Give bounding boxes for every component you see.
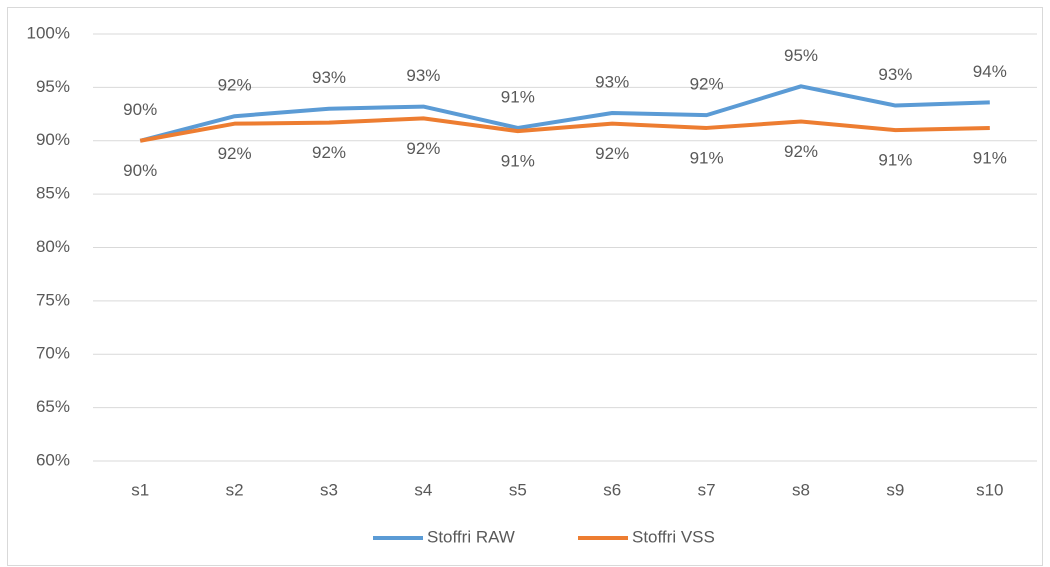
data-label: 91% bbox=[501, 87, 535, 106]
x-tick-label: s2 bbox=[226, 480, 244, 499]
legend-label: Stoffri RAW bbox=[427, 527, 515, 546]
x-tick-label: s5 bbox=[509, 480, 527, 499]
x-tick-label: s7 bbox=[698, 480, 716, 499]
legend-label: Stoffri VSS bbox=[632, 527, 715, 546]
x-tick-label: s6 bbox=[603, 480, 621, 499]
data-label: 95% bbox=[784, 46, 818, 65]
data-label: 93% bbox=[595, 72, 629, 91]
data-label: 90% bbox=[123, 100, 157, 119]
x-tick-label: s4 bbox=[414, 480, 432, 499]
x-tick-label: s3 bbox=[320, 480, 338, 499]
data-label: 92% bbox=[690, 75, 724, 94]
series-line bbox=[139, 116, 990, 143]
data-label: 91% bbox=[878, 151, 912, 170]
data-label: 94% bbox=[973, 62, 1007, 81]
data-label: 91% bbox=[501, 152, 535, 171]
y-tick-label: 95% bbox=[36, 77, 70, 96]
y-tick-label: 90% bbox=[36, 130, 70, 149]
data-label: 93% bbox=[406, 66, 440, 85]
data-label: 90% bbox=[123, 161, 157, 180]
data-label: 92% bbox=[218, 76, 252, 95]
y-tick-label: 65% bbox=[36, 397, 70, 416]
x-tick-label: s10 bbox=[976, 480, 1003, 499]
y-tick-label: 100% bbox=[27, 23, 70, 42]
y-tick-label: 60% bbox=[36, 450, 70, 469]
x-tick-label: s1 bbox=[131, 480, 149, 499]
y-tick-label: 70% bbox=[36, 344, 70, 363]
data-label: 93% bbox=[878, 65, 912, 84]
data-label: 92% bbox=[218, 144, 252, 163]
data-label: 93% bbox=[312, 68, 346, 87]
data-label: 91% bbox=[973, 148, 1007, 167]
data-label: 92% bbox=[784, 142, 818, 161]
y-tick-label: 80% bbox=[36, 237, 70, 256]
data-label: 92% bbox=[312, 143, 346, 162]
series-line bbox=[139, 84, 990, 143]
y-tick-label: 75% bbox=[36, 290, 70, 309]
y-tick-label: 85% bbox=[36, 184, 70, 203]
x-tick-label: s8 bbox=[792, 480, 810, 499]
data-label: 92% bbox=[595, 144, 629, 163]
data-label: 92% bbox=[406, 139, 440, 158]
data-label: 91% bbox=[690, 148, 724, 167]
x-tick-label: s9 bbox=[886, 480, 904, 499]
